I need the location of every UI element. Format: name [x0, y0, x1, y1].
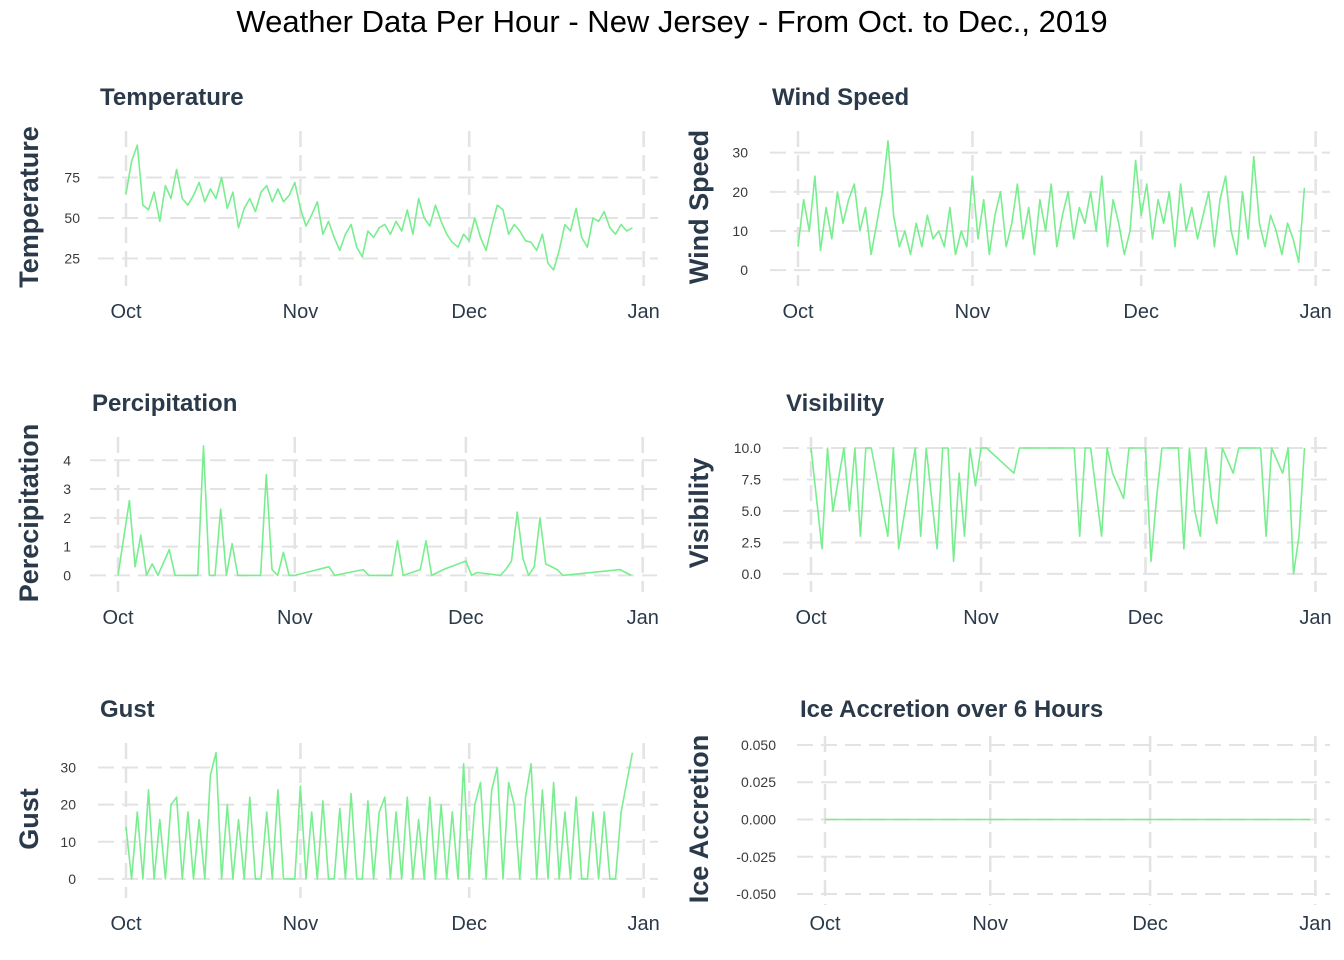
gust-y-tick-label: 20 — [60, 797, 76, 813]
wind-speed-x-tick-label: Oct — [782, 301, 814, 323]
temperature-y-axis-label: Temperature — [14, 126, 44, 288]
temperature-x-tick-label: Jan — [628, 301, 660, 323]
visibility-x-tick-label: Jan — [1299, 607, 1331, 629]
visibility-y-tick-label: 2.5 — [742, 534, 762, 550]
ice-accretion-over-6-hours-y-tick-label: 0.000 — [741, 812, 776, 828]
percipitation-x-tick-label: Nov — [277, 607, 313, 629]
percipitation-panel: 0 1 2 3 4 Oct Nov Dec Jan Percipitation Perecipita… — [14, 390, 659, 629]
wind-speed-series-line — [797, 140, 1306, 264]
ice-accretion-over-6-hours-y-axis-label: Ice Accretion — [684, 735, 714, 904]
percipitation-x-tick-label: Dec — [448, 607, 484, 629]
gust-y-tick-label: 10 — [60, 834, 76, 850]
ice-accretion-over-6-hours-x-tick-label: Jan — [1299, 913, 1331, 935]
ice-accretion-over-6-hours-panel-title: Ice Accretion over 6 Hours — [800, 696, 1103, 723]
gust-x-tick-label: Nov — [283, 913, 319, 935]
temperature-x-tick-label: Dec — [451, 301, 487, 323]
temperature-panel: 25 50 75 Oct Nov Dec Jan Temperature Temperature — [14, 84, 660, 323]
wind-speed-x-tick-label: Nov — [955, 301, 991, 323]
percipitation-panel-title: Percipitation — [92, 390, 237, 417]
percipitation-y-tick-label: 1 — [63, 539, 71, 555]
wind-speed-y-tick-label: 10 — [732, 223, 748, 239]
ice-accretion-panel: -0.050 -0.025 0.000 0.025 0.050 Oct Nov Dec Jan I… — [684, 696, 1331, 935]
temperature-y-tick-label: 75 — [64, 170, 80, 186]
temperature-panel-title: Temperature — [100, 84, 244, 111]
gust-y-tick-label: 30 — [60, 760, 76, 776]
percipitation-x-tick-label: Oct — [102, 607, 134, 629]
temperature-series-line — [125, 144, 633, 271]
percipitation-y-tick-label: 4 — [63, 452, 71, 468]
visibility-x-tick-label: Oct — [795, 607, 827, 629]
ice-accretion-over-6-hours-y-tick-label: 0.025 — [741, 774, 776, 790]
wind-speed-y-tick-label: 0 — [740, 262, 748, 278]
gust-y-tick-label: 0 — [68, 871, 76, 887]
temperature-y-tick-label: 25 — [64, 251, 80, 267]
temperature-x-tick-label: Nov — [283, 301, 319, 323]
percipitation-series-line — [117, 445, 632, 577]
visibility-x-tick-label: Nov — [963, 607, 999, 629]
temperature-x-tick-label: Oct — [110, 301, 142, 323]
wind-speed-y-tick-label: 20 — [732, 184, 748, 200]
visibility-panel-title: Visibility — [786, 390, 885, 417]
ice-accretion-over-6-hours-y-tick-label: -0.025 — [736, 849, 776, 865]
gust-panel: 0 10 20 30 Oct Nov Dec Jan Gust Gust — [14, 696, 660, 935]
ice-accretion-over-6-hours-x-tick-label: Nov — [972, 913, 1008, 935]
ice-accretion-over-6-hours-y-tick-label: 0.050 — [741, 737, 776, 753]
percipitation-y-tick-label: 2 — [63, 510, 71, 526]
wind-speed-panel: 0 10 20 30 Oct Nov Dec Jan Wind Speed Wind Speed — [684, 84, 1332, 323]
visibility-y-tick-label: 7.5 — [742, 472, 762, 488]
visibility-y-axis-label: Visibility — [684, 458, 714, 569]
wind-speed-x-tick-label: Jan — [1300, 301, 1332, 323]
gust-x-tick-label: Dec — [451, 913, 487, 935]
wind-speed-y-axis-label: Wind Speed — [684, 130, 714, 284]
percipitation-x-tick-label: Jan — [627, 607, 659, 629]
ice-accretion-over-6-hours-x-tick-label: Oct — [809, 913, 841, 935]
wind-speed-x-tick-label: Dec — [1123, 301, 1159, 323]
visibility-y-tick-label: 10.0 — [734, 440, 761, 456]
wind-speed-panel-title: Wind Speed — [772, 84, 909, 111]
percipitation-y-tick-label: 3 — [63, 481, 71, 497]
visibility-y-tick-label: 0.0 — [742, 566, 762, 582]
gust-y-axis-label: Gust — [14, 788, 44, 850]
gust-x-tick-label: Jan — [628, 913, 660, 935]
visibility-panel: 0.0 2.5 5.0 7.5 10.0 Oct Nov Dec Jan Visibility Vi… — [684, 390, 1332, 629]
main-title: Weather Data Per Hour - New Jersey - Fro… — [236, 4, 1108, 39]
wind-speed-y-tick-label: 30 — [732, 145, 748, 161]
visibility-y-tick-label: 5.0 — [742, 503, 762, 519]
temperature-y-tick-label: 50 — [64, 210, 80, 226]
ice-accretion-over-6-hours-x-tick-label: Dec — [1132, 913, 1168, 935]
gust-panel-title: Gust — [100, 696, 155, 723]
visibility-x-tick-label: Dec — [1128, 607, 1164, 629]
gust-series-line — [125, 751, 634, 880]
percipitation-y-axis-label: Perecipitation — [14, 424, 44, 603]
ice-accretion-over-6-hours-y-tick-label: -0.050 — [736, 886, 776, 902]
visibility-series-line — [810, 447, 1306, 575]
gust-x-tick-label: Oct — [110, 913, 142, 935]
percipitation-y-tick-label: 0 — [63, 567, 71, 583]
